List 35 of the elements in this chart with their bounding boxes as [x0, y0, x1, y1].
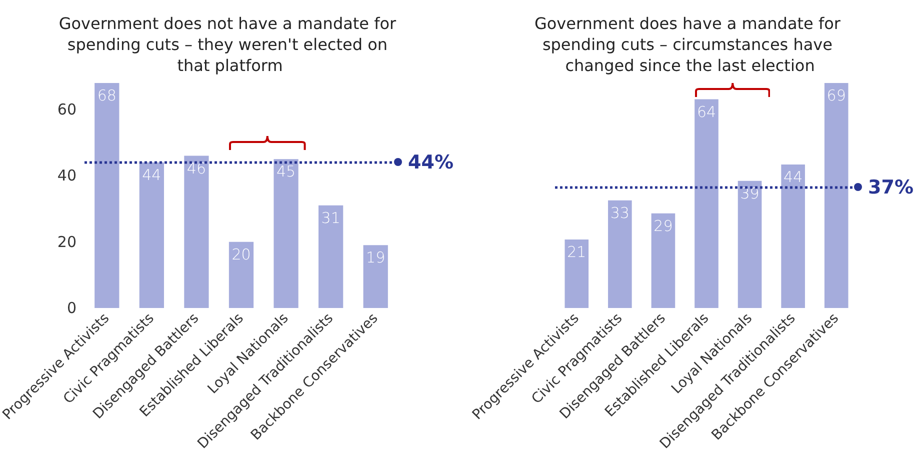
ref-line-label: 37%	[868, 176, 914, 198]
data-label: 21	[567, 243, 586, 262]
data-label: 44	[142, 166, 162, 184]
y-tick-label: 0	[66, 299, 76, 317]
data-label: 46	[186, 159, 206, 178]
data-label: 68	[97, 86, 116, 104]
bar	[564, 240, 589, 308]
y-tick-label: 40	[57, 166, 76, 185]
bar	[738, 180, 762, 308]
bar	[184, 156, 209, 308]
bar	[274, 159, 298, 308]
ref-line-label: 44%	[408, 151, 454, 174]
data-label: 20	[232, 245, 251, 264]
bar	[608, 200, 632, 308]
data-label: 29	[654, 216, 673, 235]
bar	[781, 164, 805, 308]
bar	[363, 245, 388, 308]
data-label: 45	[276, 162, 296, 181]
bar	[139, 162, 164, 308]
bar	[694, 99, 718, 308]
chart-title: Government does have a mandate for spending cuts – circumstances have changed since the last election	[534, 14, 846, 75]
chart-title: Government does not have a mandate for spending cuts – they weren't elected on that platform	[58, 14, 402, 75]
bar	[651, 213, 676, 308]
data-label: 44	[784, 168, 803, 186]
bar	[318, 205, 344, 308]
data-label: 33	[610, 204, 630, 222]
bar	[94, 83, 120, 308]
bar	[824, 83, 848, 308]
bar	[228, 242, 254, 308]
data-label: 69	[826, 86, 846, 104]
y-tick-label: 60	[57, 100, 76, 118]
data-label: 64	[696, 102, 716, 121]
data-label: 19	[366, 248, 386, 267]
data-label: 31	[321, 208, 340, 227]
y-tick-label: 20	[57, 232, 76, 251]
